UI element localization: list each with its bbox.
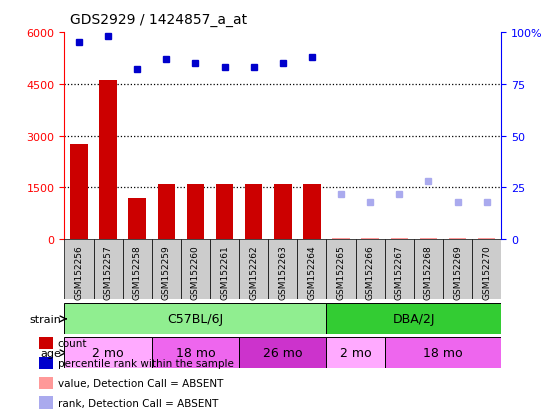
Text: GSM152269: GSM152269 [453, 244, 462, 299]
Bar [326, 240, 356, 299]
Bar [94, 240, 123, 299]
Bar [152, 240, 181, 299]
Text: percentile rank within the sample: percentile rank within the sample [58, 358, 234, 368]
Text: C57BL/6J: C57BL/6J [167, 313, 223, 325]
Text: DBA/2J: DBA/2J [393, 313, 435, 325]
Bar [64, 304, 326, 335]
Text: GSM152270: GSM152270 [482, 244, 491, 299]
Text: 18 mo: 18 mo [423, 347, 463, 359]
Text: strain: strain [30, 314, 62, 324]
Text: GSM152256: GSM152256 [74, 244, 83, 299]
Bar [390, 239, 408, 240]
Bar [385, 240, 414, 299]
Bar [70, 145, 88, 240]
Bar [303, 185, 321, 240]
Text: 2 mo: 2 mo [92, 347, 124, 359]
Text: GSM152261: GSM152261 [220, 244, 229, 299]
Text: GSM152260: GSM152260 [191, 244, 200, 299]
Text: GSM152259: GSM152259 [162, 244, 171, 299]
Bar [361, 239, 379, 240]
Text: GDS2929 / 1424857_a_at: GDS2929 / 1424857_a_at [70, 13, 247, 27]
Text: GSM152265: GSM152265 [337, 244, 346, 299]
Text: GSM152268: GSM152268 [424, 244, 433, 299]
Text: GSM152262: GSM152262 [249, 244, 258, 299]
Bar [181, 240, 210, 299]
Bar [356, 240, 385, 299]
Text: value, Detection Call = ABSENT: value, Detection Call = ABSENT [58, 378, 223, 388]
Text: age: age [41, 348, 62, 358]
Bar [239, 337, 326, 368]
Text: GSM152266: GSM152266 [366, 244, 375, 299]
Bar [326, 337, 385, 368]
Bar [128, 198, 146, 240]
Bar [245, 185, 263, 240]
Bar [268, 240, 297, 299]
Bar [326, 304, 501, 335]
Text: 18 mo: 18 mo [176, 347, 215, 359]
Bar [239, 240, 268, 299]
Bar [414, 240, 443, 299]
Bar [123, 240, 152, 299]
Text: GSM152258: GSM152258 [133, 244, 142, 299]
Text: GSM152257: GSM152257 [104, 244, 113, 299]
Text: count: count [58, 338, 87, 348]
Bar [478, 239, 496, 240]
Bar [157, 185, 175, 240]
Bar [332, 239, 350, 240]
Bar [152, 337, 239, 368]
Bar [472, 240, 501, 299]
Text: GSM152263: GSM152263 [278, 244, 287, 299]
Bar [210, 240, 239, 299]
Bar [449, 239, 466, 240]
Text: 26 mo: 26 mo [263, 347, 302, 359]
Text: rank, Detection Call = ABSENT: rank, Detection Call = ABSENT [58, 398, 218, 408]
Bar [297, 240, 326, 299]
Bar [443, 240, 472, 299]
Bar [419, 239, 437, 240]
Bar [385, 337, 501, 368]
Bar [64, 240, 94, 299]
Text: GSM152264: GSM152264 [307, 244, 316, 299]
Bar [64, 337, 152, 368]
Text: GSM152267: GSM152267 [395, 244, 404, 299]
Text: 2 mo: 2 mo [340, 347, 371, 359]
Bar [186, 185, 204, 240]
Bar [216, 185, 234, 240]
Bar [99, 81, 117, 240]
Bar [274, 185, 292, 240]
